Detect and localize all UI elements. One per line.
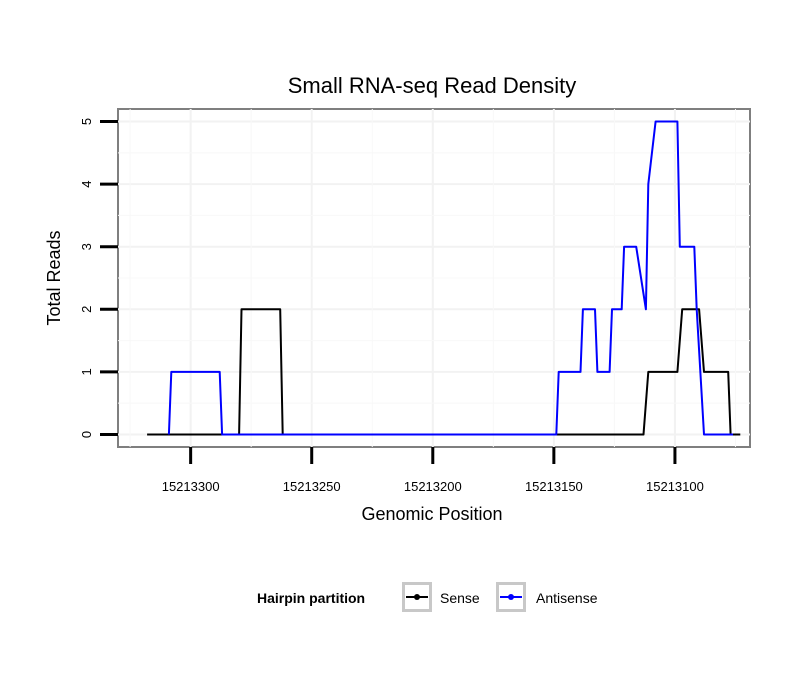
x-axis: 15213300 15213250 15213200 15213150 15213100 <box>162 447 704 494</box>
y-axis-label: Total Reads <box>44 230 64 325</box>
series-line-sense <box>147 308 741 436</box>
y-tick-label: 0 <box>79 431 94 438</box>
legend-point-antisense-icon <box>508 594 514 600</box>
y-tick-label: 4 <box>79 180 94 187</box>
x-tick-label: 15213250 <box>283 479 341 494</box>
y-tick-label: 2 <box>79 306 94 313</box>
y-axis: 0 1 2 3 4 5 <box>79 118 118 438</box>
y-tick-label: 1 <box>79 368 94 375</box>
chart-title: Small RNA-seq Read Density <box>288 73 577 98</box>
legend-title: Hairpin partition <box>257 590 366 606</box>
grid-lines <box>118 109 750 447</box>
legend: Hairpin partition Sense Antisense <box>0 578 810 618</box>
legend-key-antisense <box>496 582 526 612</box>
x-axis-label: Genomic Position <box>361 504 502 524</box>
legend-key-sense <box>402 582 432 612</box>
y-tick-label: 5 <box>79 118 94 125</box>
x-tick-label: 15213100 <box>646 479 704 494</box>
x-tick-label: 15213200 <box>404 479 462 494</box>
legend-point-sense-icon <box>414 594 420 600</box>
x-tick-label: 15213150 <box>525 479 583 494</box>
y-tick-label: 3 <box>79 243 94 250</box>
series-line-antisense <box>167 120 733 436</box>
legend-label-antisense: Antisense <box>536 590 598 606</box>
series-lines <box>147 120 741 436</box>
legend-label-sense: Sense <box>440 590 480 606</box>
x-tick-label: 15213300 <box>162 479 220 494</box>
